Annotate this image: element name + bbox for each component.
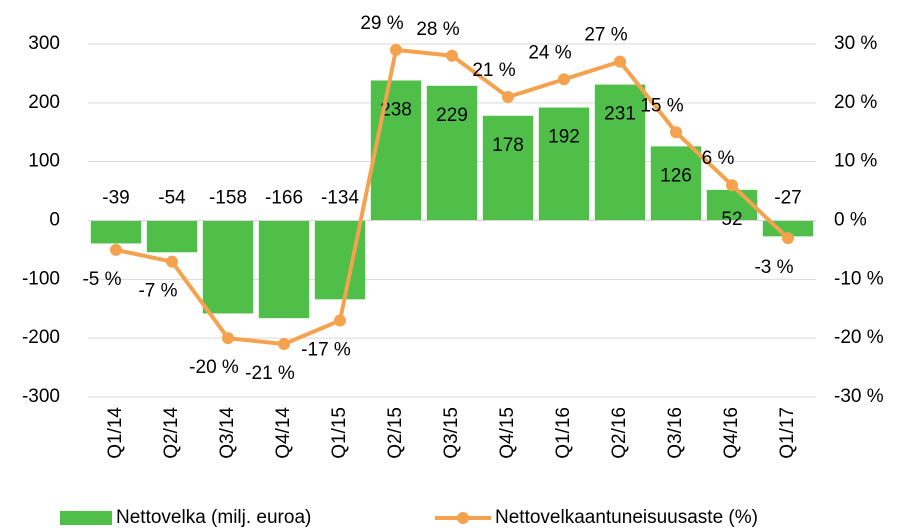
x-tick-label: Q1/16 xyxy=(553,407,574,459)
line-marker xyxy=(222,332,234,345)
line-marker xyxy=(670,126,682,139)
x-tick-label: Q3/14 xyxy=(217,407,238,459)
bar xyxy=(594,84,646,221)
y2-tick-label: 30 % xyxy=(834,33,877,54)
legend-marker xyxy=(457,512,469,524)
line-marker xyxy=(110,243,122,256)
y-tick-label: 300 xyxy=(28,33,60,54)
line-marker xyxy=(782,232,794,245)
line-value-label: -17 % xyxy=(301,340,351,361)
line-value-label: -3 % xyxy=(754,257,793,278)
bar xyxy=(426,85,478,221)
line-value-label: 15 % xyxy=(640,95,683,116)
bar xyxy=(202,220,254,314)
bar-value-label: -158 xyxy=(209,188,247,209)
y-tick-label: -300 xyxy=(22,386,60,407)
x-tick-label: Q2/15 xyxy=(385,407,406,459)
line-marker xyxy=(726,179,738,192)
bar xyxy=(482,115,534,221)
x-tick-label: Q4/15 xyxy=(497,407,518,459)
legend-label: Nettovelka (milj. euroa) xyxy=(116,507,311,528)
line-marker xyxy=(558,73,570,86)
bar-value-label: 231 xyxy=(604,104,636,125)
line-value-label: -20 % xyxy=(189,357,239,378)
bar-value-label: 229 xyxy=(436,105,468,126)
bar xyxy=(90,220,142,244)
bar xyxy=(146,220,198,253)
x-tick-label: Q1/17 xyxy=(777,407,798,459)
line-value-label: 29 % xyxy=(360,13,403,34)
line-marker xyxy=(278,338,290,351)
x-tick-label: Q2/16 xyxy=(609,407,630,459)
line-marker xyxy=(390,43,402,56)
x-tick-label: Q2/14 xyxy=(161,407,182,459)
line-marker xyxy=(614,55,626,68)
x-tick-label: Q3/16 xyxy=(665,407,686,459)
line-value-label: 21 % xyxy=(472,60,515,81)
bar xyxy=(370,80,422,221)
y-tick-label: -200 xyxy=(22,327,60,348)
bar-value-label: -39 xyxy=(102,188,129,209)
x-tick-label: Q4/14 xyxy=(273,407,294,459)
y-tick-label: 0 xyxy=(49,210,60,231)
bar-value-label: -54 xyxy=(158,188,186,209)
line-marker xyxy=(166,255,178,268)
y2-tick-label: 10 % xyxy=(834,151,877,172)
bar xyxy=(706,189,758,221)
bar-value-label: 126 xyxy=(660,165,692,186)
bar-value-label: 192 xyxy=(548,127,580,148)
legend-label: Nettovelkaantuneisuusaste (%) xyxy=(495,507,758,528)
line-marker xyxy=(502,90,514,103)
bar xyxy=(538,107,590,221)
line-value-label: -5 % xyxy=(82,269,121,290)
y2-tick-label: -30 % xyxy=(834,386,884,407)
x-tick-label: Q4/16 xyxy=(721,407,742,459)
line-value-label: 27 % xyxy=(584,25,627,46)
y-tick-label: 100 xyxy=(28,151,60,172)
x-tick-label: Q1/15 xyxy=(329,407,350,459)
y2-tick-label: -20 % xyxy=(834,327,884,348)
bar-value-label: 238 xyxy=(380,99,412,120)
line-value-label: 28 % xyxy=(416,19,459,40)
y2-tick-label: 20 % xyxy=(834,92,877,113)
y-tick-label: -100 xyxy=(22,268,60,289)
line-value-label: -21 % xyxy=(245,363,295,384)
bar-value-label: 178 xyxy=(492,135,524,156)
bar-value-label: 52 xyxy=(721,209,742,230)
bar xyxy=(258,220,310,319)
line-marker xyxy=(446,49,458,62)
y-tick-label: 200 xyxy=(28,92,60,113)
bar-value-label: -166 xyxy=(265,188,303,209)
line-value-label: 24 % xyxy=(528,42,571,63)
x-tick-label: Q1/14 xyxy=(105,407,126,459)
y2-tick-label: 0 % xyxy=(834,210,867,231)
bar-value-label: -27 xyxy=(774,188,801,209)
line-value-label: 6 % xyxy=(702,148,735,169)
line-marker xyxy=(334,314,346,327)
bar xyxy=(650,146,702,221)
line-value-label: -7 % xyxy=(138,281,177,302)
x-tick-label: Q3/15 xyxy=(441,407,462,459)
y2-tick-label: -10 % xyxy=(834,268,884,289)
bar-value-label: -134 xyxy=(321,188,359,209)
legend-swatch xyxy=(60,511,112,525)
